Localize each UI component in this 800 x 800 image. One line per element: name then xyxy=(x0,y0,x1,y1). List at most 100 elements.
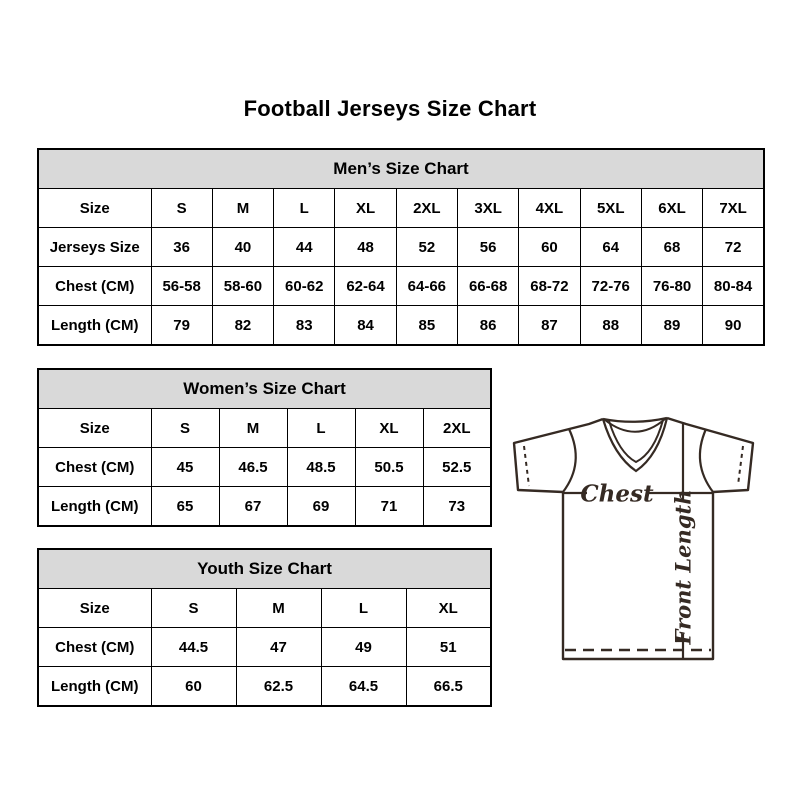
table-row: Jerseys Size 36 40 44 48 52 56 60 64 68 72 xyxy=(37,227,765,267)
value-cell: 48 xyxy=(334,227,397,267)
value-cell: 44 xyxy=(273,227,336,267)
jersey-vneck-inner-line xyxy=(608,419,664,464)
value-cell: 89 xyxy=(640,305,704,346)
front-length-label-group: Front Length xyxy=(670,490,697,645)
value-cell: 56 xyxy=(456,227,520,267)
value-cell: S xyxy=(150,408,220,448)
table-row: Chest (CM) 44.5 47 49 51 xyxy=(37,627,492,667)
value-cell: 68 xyxy=(640,227,704,267)
youth-size-table: Youth Size Chart Size S M L XL Chest (CM) 44.5 4… xyxy=(37,548,492,707)
jersey-left-cuff-stitch-dashed-line xyxy=(523,445,530,487)
value-cell: 85 xyxy=(395,305,458,346)
value-cell: 50.5 xyxy=(354,447,424,487)
value-cell: 45 xyxy=(150,447,220,487)
value-cell: 68-72 xyxy=(518,266,581,306)
table-header-row: Men’s Size Chart xyxy=(37,148,765,189)
value-cell: 87 xyxy=(518,305,581,346)
jersey-right-cuff-stitch-dashed-line xyxy=(737,445,744,486)
value-cell: 64.5 xyxy=(320,666,407,707)
value-cell: 46.5 xyxy=(218,447,288,487)
value-cell: S xyxy=(150,188,213,228)
value-cell: 36 xyxy=(150,227,213,267)
jersey-left-sleeve-seam xyxy=(562,428,577,493)
value-cell: XL xyxy=(334,188,397,228)
table-row: Size S M L XL 2XL 3XL 4XL 5XL 6XL 7XL xyxy=(37,188,765,228)
value-cell: 7XL xyxy=(702,188,765,228)
value-cell: 86 xyxy=(456,305,520,346)
value-cell: 62.5 xyxy=(235,666,322,707)
jersey-vneck-outer-line xyxy=(601,417,669,473)
table-row: Chest (CM) 56-58 58-60 60-62 62-64 64-66 66-68… xyxy=(37,266,765,306)
value-cell: M xyxy=(218,408,288,448)
table-row: Length (CM) 65 67 69 71 73 xyxy=(37,486,492,527)
jersey-measurement-diagram: Chest Front Length xyxy=(512,416,755,661)
value-cell: 88 xyxy=(579,305,642,346)
page-title: Football Jerseys Size Chart xyxy=(243,96,537,121)
value-cell: 2XL xyxy=(395,188,458,228)
front-length-label-mask xyxy=(670,500,697,634)
row-label-cell: Length (CM) xyxy=(37,666,152,707)
chest-label: Chest xyxy=(580,481,654,508)
table-row: Size S M L XL xyxy=(37,588,492,628)
value-cell: 51 xyxy=(405,627,492,667)
value-cell: 52 xyxy=(395,227,458,267)
value-cell: 83 xyxy=(273,305,336,346)
value-cell: 79 xyxy=(150,305,213,346)
youth-table-title: Youth Size Chart xyxy=(37,548,492,589)
value-cell: XL xyxy=(354,408,424,448)
value-cell: 90 xyxy=(702,305,765,346)
value-cell: 73 xyxy=(422,486,492,527)
table-row: Length (CM) 79 82 83 84 85 86 87 88 89 90 xyxy=(37,305,765,346)
value-cell: 65 xyxy=(150,486,220,527)
value-cell: 80-84 xyxy=(702,266,765,306)
value-cell: L xyxy=(320,588,407,628)
jersey-collar-top-line xyxy=(602,416,668,423)
row-label-cell: Size xyxy=(37,408,152,448)
value-cell: 69 xyxy=(286,486,356,527)
table-row: Size S M L XL 2XL xyxy=(37,408,492,448)
value-cell: 47 xyxy=(235,627,322,667)
value-cell: 2XL xyxy=(422,408,492,448)
value-cell: 67 xyxy=(218,486,288,527)
women-table-title: Women’s Size Chart xyxy=(37,368,492,409)
value-cell: 66.5 xyxy=(405,666,492,707)
value-cell: 62-64 xyxy=(334,266,397,306)
value-cell: 6XL xyxy=(640,188,704,228)
row-label-cell: Chest (CM) xyxy=(37,627,152,667)
value-cell: 60 xyxy=(150,666,237,707)
table-header-row: Youth Size Chart xyxy=(37,548,492,589)
row-label-cell: Chest (CM) xyxy=(37,447,152,487)
value-cell: 72-76 xyxy=(579,266,642,306)
value-cell: 58-60 xyxy=(211,266,275,306)
value-cell: 64 xyxy=(579,227,642,267)
value-cell: 49 xyxy=(320,627,407,667)
row-label-cell: Length (CM) xyxy=(37,305,152,346)
value-cell: 4XL xyxy=(518,188,581,228)
table-row: Chest (CM) 45 46.5 48.5 50.5 52.5 xyxy=(37,447,492,487)
jersey-right-sleeve xyxy=(666,416,755,494)
value-cell: 82 xyxy=(211,305,275,346)
men-table-title: Men’s Size Chart xyxy=(37,148,765,189)
row-label-cell: Jerseys Size xyxy=(37,227,152,267)
row-label-cell: Length (CM) xyxy=(37,486,152,527)
jersey-body-outline xyxy=(561,492,715,661)
table-row: Length (CM) 60 62.5 64.5 66.5 xyxy=(37,666,492,707)
value-cell: M xyxy=(211,188,275,228)
chest-label-mask xyxy=(587,480,648,507)
mens-size-table: Men’s Size Chart Size S M L XL 2XL 3XL 4XL 5XL 6XL… xyxy=(37,148,765,346)
value-cell: 76-80 xyxy=(640,266,704,306)
value-cell: 66-68 xyxy=(456,266,520,306)
value-cell: 64-66 xyxy=(395,266,458,306)
row-label-cell: Size xyxy=(37,588,152,628)
value-cell: M xyxy=(235,588,322,628)
value-cell: 40 xyxy=(211,227,275,267)
row-label-cell: Size xyxy=(37,188,152,228)
value-cell: 44.5 xyxy=(150,627,237,667)
row-label-cell: Chest (CM) xyxy=(37,266,152,306)
value-cell: 71 xyxy=(354,486,424,527)
value-cell: 56-58 xyxy=(150,266,213,306)
value-cell: XL xyxy=(405,588,492,628)
jersey-left-sleeve xyxy=(512,417,604,494)
womens-size-table: Women’s Size Chart Size S M L XL 2XL Chest (CM)… xyxy=(37,368,492,527)
